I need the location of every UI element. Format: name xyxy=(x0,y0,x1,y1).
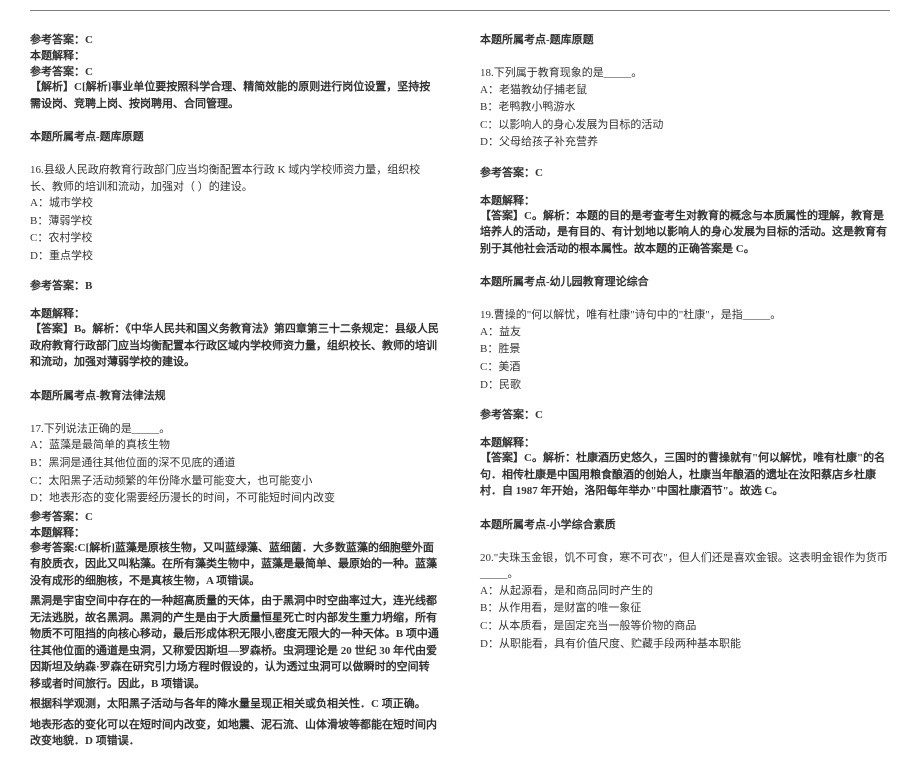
q17-text: 17.下列说法正确的是_____。 xyxy=(30,421,440,438)
answer-block-1: 参考答案：C 本题解释： 参考答案：C 【解析】C[解析]事业单位要按照科学合理… xyxy=(30,31,440,144)
question-20: 20."夫珠玉金银，饥不可食，寒不可衣"，但人们还是喜欢金银。这表明金银作为货币… xyxy=(480,550,890,653)
q19-option-b: B：胜景 xyxy=(480,341,890,359)
q16-option-b: B：薄弱学校 xyxy=(30,213,440,231)
divider-line xyxy=(30,10,890,11)
q17-option-a: A：蓝藻是最简单的真核生物 xyxy=(30,437,440,455)
q17-options: A：蓝藻是最简单的真核生物 B：黑洞是通往其他位面的深不见底的通道 C：太阳黑子… xyxy=(30,437,440,507)
question-18: 18.下列属于教育现象的是_____。 A：老猫教幼仔捕老鼠 B：老鸭教小鸭游水… xyxy=(480,65,890,289)
q18-topic: 本题所属考点-幼儿园教育理论综合 xyxy=(480,273,890,289)
q20-option-d: D：从职能看，具有价值尺度、贮藏手段两种基本职能 xyxy=(480,636,890,654)
q18-options: A：老猫教幼仔捕老鼠 B：老鸭教小鸭游水 C：以影响人的身心发展为目标的活动 D… xyxy=(480,82,890,152)
ref-answer-label: 参考答案：C xyxy=(30,31,440,47)
q20-text: 20."夫珠玉金银，饥不可食，寒不可衣"，但人们还是喜欢金银。这表明金银作为货币… xyxy=(480,550,890,583)
q16-topic: 本题所属考点-教育法律法规 xyxy=(30,387,440,403)
q19-text: 19.曹操的"何以解忧，唯有杜康"诗句中的"杜康"，是指_____。 xyxy=(480,307,890,324)
q18-answer: 参考答案：C xyxy=(480,164,890,180)
q16-answer: 参考答案：B xyxy=(30,277,440,293)
left-column: 参考答案：C 本题解释： 参考答案：C 【解析】C[解析]事业单位要按照科学合理… xyxy=(30,31,460,768)
q17-answer: 参考答案：C xyxy=(30,508,440,524)
q17-p3: 根据科学观测，太阳黑子活动与各年的降水量呈现正相关或负相关性．C 项正确。 xyxy=(30,696,440,713)
topic-label: 本题所属考点-题库原题 xyxy=(30,128,440,144)
explain-label: 本题解释： xyxy=(30,47,440,63)
q16-explain-label: 本题解释： xyxy=(30,305,440,321)
q17-option-b: B：黑洞是通往其他位面的深不见底的通道 xyxy=(30,455,440,473)
top-topic: 本题所属考点-题库原题 xyxy=(480,31,890,47)
q16-explain: 【答案】B。解析：《中华人民共和国义务教育法》第四章第三十二条规定：县级人民政府… xyxy=(30,321,440,371)
question-16: 16.县级人民政府教育行政部门应当均衡配置本行政 K 域内学校师资力量，组织校长… xyxy=(30,162,440,403)
q16-option-c: C：农村学校 xyxy=(30,230,440,248)
q20-options: A：从起源看，是和商品同时产生的 B：从作用看，是财富的唯一象征 C：从本质看，… xyxy=(480,583,890,653)
q19-option-a: A：益友 xyxy=(480,324,890,342)
q17-option-d: D：地表形态的变化需要经历漫长的时间，不可能短时间内改变 xyxy=(30,490,440,508)
q18-explain: 【答案】C。解析：本题的目的是考查考生对教育的概念与本质属性的理解，教育是培养人… xyxy=(480,208,890,258)
q18-option-d: D：父母给孩子补充营养 xyxy=(480,134,890,152)
q17-option-c: C：太阳黑子活动频繁的年份降水量可能变大，也可能变小 xyxy=(30,473,440,491)
q17-explain-label: 本题解释： xyxy=(30,524,440,540)
q16-options: A：城市学校 B：薄弱学校 C：农村学校 D：重点学校 xyxy=(30,195,440,265)
q17-p1: 参考答案:C[解析]蓝藻是原核生物，又叫蓝绿藻、蓝细菌．大多数蓝藻的细胞壁外面有… xyxy=(30,540,440,590)
q19-explain: 【答案】C。解析：杜康酒历史悠久，三国时的曹操就有"何以解忧，唯有杜康"的名句．… xyxy=(480,450,890,500)
right-column: 本题所属考点-题库原题 18.下列属于教育现象的是_____。 A：老猫教幼仔捕… xyxy=(460,31,890,768)
q18-option-c: C：以影响人的身心发展为目标的活动 xyxy=(480,117,890,135)
q19-answer: 参考答案：C xyxy=(480,406,890,422)
question-19: 19.曹操的"何以解忧，唯有杜康"诗句中的"杜康"，是指_____。 A：益友 … xyxy=(480,307,890,531)
question-17: 17.下列说法正确的是_____。 A：蓝藻是最简单的真核生物 B：黑洞是通往其… xyxy=(30,421,440,750)
q20-option-a: A：从起源看，是和商品同时产生的 xyxy=(480,583,890,601)
ref-answer-repeat: 参考答案：C xyxy=(30,63,440,79)
q18-text: 18.下列属于教育现象的是_____。 xyxy=(480,65,890,82)
q18-option-a: A：老猫教幼仔捕老鼠 xyxy=(480,82,890,100)
q20-option-c: C：从本质看，是固定充当一般等价物的商品 xyxy=(480,618,890,636)
q18-option-b: B：老鸭教小鸭游水 xyxy=(480,99,890,117)
q20-option-b: B：从作用看，是财富的唯一象征 xyxy=(480,600,890,618)
q19-topic: 本题所属考点-小学综合素质 xyxy=(480,516,890,532)
q17-p4: 地表形态的变化可以在短时间内改变，如地震、泥石流、山体滑坡等都能在短时间内改变地… xyxy=(30,717,440,750)
q19-option-d: D：民歌 xyxy=(480,377,890,395)
q19-explain-label: 本题解释： xyxy=(480,434,890,450)
q19-option-c: C：美酒 xyxy=(480,359,890,377)
main-content: 参考答案：C 本题解释： 参考答案：C 【解析】C[解析]事业单位要按照科学合理… xyxy=(0,31,920,768)
explain-text: 【解析】C[解析]事业单位要按照科学合理、精简效能的原则进行岗位设置，坚持按需设… xyxy=(30,79,440,112)
top-topic-block: 本题所属考点-题库原题 xyxy=(480,31,890,47)
q19-options: A：益友 B：胜景 C：美酒 D：民歌 xyxy=(480,324,890,394)
q18-explain-label: 本题解释： xyxy=(480,192,890,208)
q16-text: 16.县级人民政府教育行政部门应当均衡配置本行政 K 域内学校师资力量，组织校长… xyxy=(30,162,440,195)
q16-option-a: A：城市学校 xyxy=(30,195,440,213)
q16-option-d: D：重点学校 xyxy=(30,248,440,266)
q17-p2: 黑洞是宇宙空间中存在的一种超高质量的天体，由于黑洞中时空曲率过大，连光线都无法逃… xyxy=(30,593,440,692)
